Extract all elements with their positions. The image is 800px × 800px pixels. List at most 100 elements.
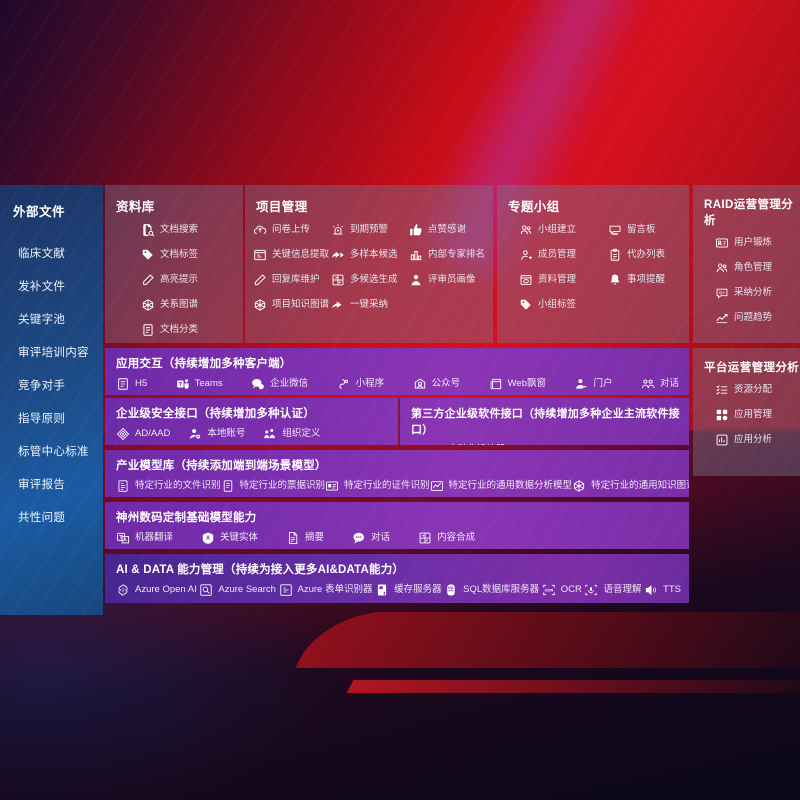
item-multi-candidate-generation[interactable]: 多候选生成	[331, 273, 409, 287]
tag-icon	[519, 298, 533, 312]
item-label: 关键实体	[220, 532, 259, 544]
item-sql-database-server[interactable]: SQL SQL数据库服务器	[444, 583, 539, 597]
reply-arrow-icon	[331, 298, 345, 312]
item-teams[interactable]: Teams	[176, 377, 223, 391]
item-internal-expert-ranking[interactable]: 内部专家排名	[409, 248, 487, 262]
item-label: 语音理解	[603, 584, 642, 596]
item-summary[interactable]: 摘要	[286, 531, 324, 545]
item-role-management[interactable]: 角色管理	[701, 261, 794, 275]
pen-icon	[253, 273, 267, 287]
item-ad-aad[interactable]: AD/AAD	[116, 427, 170, 441]
item-id-recognition[interactable]: 特定行业的证件识别	[325, 479, 430, 493]
item-material-management[interactable]: 资料管理	[505, 273, 594, 287]
sidebar-item-standards-center[interactable]: 标管中心标准	[18, 446, 89, 458]
item-org-definition[interactable]: 组织定义	[263, 427, 320, 441]
item-portal[interactable]: 门户	[574, 377, 612, 391]
svg-text:SQL: SQL	[448, 586, 455, 590]
third-party-interface-items: API自动化设计器	[400, 437, 689, 445]
item-form-recognizer[interactable]: Azure 表单识别器	[279, 583, 373, 597]
item-receipt-recognition[interactable]: 特定行业的票据识别	[221, 479, 325, 493]
web-popup-icon	[489, 377, 503, 391]
sidebar-item-competitors[interactable]: 竞争对手	[18, 380, 66, 392]
item-key-entity[interactable]: A 关键实体	[201, 531, 258, 545]
sidebar-item-review-training[interactable]: 审评培训内容	[18, 347, 89, 359]
card-resource-library: 资料库 文档搜索 文档标签 高亮提示 关系图谱 文档分类	[105, 185, 243, 343]
item-reviewer-profile[interactable]: 评审员画像	[409, 273, 487, 287]
item-resource-allocation[interactable]: 资源分配	[701, 383, 794, 397]
item-official-account[interactable]: 公众号	[413, 377, 460, 391]
item-label: 一键采纳	[349, 299, 388, 311]
sidebar-item-clinical-literature[interactable]: 临床文献	[18, 248, 66, 260]
item-highlight-hint[interactable]: 高亮提示	[113, 273, 237, 287]
item-reply-library-maintenance[interactable]: 回复库维护	[253, 273, 331, 287]
item-file-recognition[interactable]: 特定行业的文件识别	[116, 479, 221, 493]
item-member-management[interactable]: 成员管理	[505, 248, 594, 262]
item-speech-understanding[interactable]: 语音理解	[584, 583, 641, 597]
item-h5[interactable]: H5	[116, 377, 147, 391]
item-document-classification[interactable]: 文档分类	[113, 323, 237, 337]
item-label: 特定行业的证件识别	[344, 480, 430, 492]
item-user-training[interactable]: 用户锻炼	[701, 236, 794, 250]
item-document-tag[interactable]: 文档标签	[113, 248, 237, 262]
item-local-account[interactable]: 本地账号	[188, 427, 245, 441]
item-one-click-adopt[interactable]: 一键采纳	[331, 298, 409, 312]
item-label: 高亮提示	[160, 274, 199, 286]
item-key-info-extraction[interactable]: 关键信息提取	[253, 248, 331, 262]
item-ocr[interactable]: OCR OCR	[542, 583, 582, 597]
item-api-designer[interactable]: API自动化设计器	[414, 443, 505, 445]
item-tts[interactable]: TTS	[644, 583, 681, 597]
item-document-search[interactable]: 文档搜索	[113, 223, 237, 237]
security-interface-items: AD/AAD 本地账号 组织定义	[105, 421, 398, 441]
item-knowledge-graph-model[interactable]: 特定行业的通用知识图谱模型	[572, 479, 689, 493]
item-label: 资料管理	[538, 274, 577, 286]
project-management-items: 问卷上传 到期预警 点赞感谢 关键信息提取 多样本候选 内部专家排名	[245, 215, 493, 323]
form-recognizer-icon	[279, 583, 293, 597]
item-label: 对话	[371, 532, 391, 544]
item-questionnaire-upload[interactable]: 问卷上传	[253, 223, 331, 237]
sidebar-item-keyword-pool[interactable]: 关键字池	[18, 314, 66, 326]
item-multi-sample-candidate[interactable]: 多样本候选	[331, 248, 409, 262]
item-group-tag[interactable]: 小组标签	[505, 298, 594, 312]
item-adoption-analysis[interactable]: QA 采纳分析	[701, 286, 794, 300]
item-web-popup[interactable]: Web飘窗	[489, 377, 546, 391]
item-app-management[interactable]: 应用管理	[701, 408, 794, 422]
ocr-icon: OCR	[542, 583, 556, 597]
sidebar-item-review-report[interactable]: 审评报告	[18, 479, 66, 491]
item-label: Azure 表单识别器	[297, 584, 373, 596]
item-label: SQL数据库服务器	[463, 584, 540, 596]
summary-document-icon	[286, 531, 300, 545]
card-title-topic-group: 专题小组	[508, 200, 560, 214]
item-expiry-alert[interactable]: 到期预警	[331, 223, 409, 237]
item-chat[interactable]: 对话	[352, 531, 390, 545]
item-todo-list[interactable]: 代办列表	[594, 248, 683, 262]
sidebar-item-guidelines[interactable]: 指导原则	[18, 413, 66, 425]
item-azure-search[interactable]: Azure Search	[199, 583, 276, 597]
item-relation-graph[interactable]: 关系图谱	[113, 298, 237, 312]
item-like-thanks[interactable]: 点赞感谢	[409, 223, 487, 237]
item-app-analysis[interactable]: 应用分析	[701, 433, 794, 447]
trend-chart-icon	[715, 311, 729, 325]
item-label: 点赞感谢	[427, 224, 466, 236]
item-issue-trend[interactable]: 问题趋势	[701, 311, 794, 325]
item-content-synthesis[interactable]: 内容合成	[418, 531, 475, 545]
sidebar-item-common-issues[interactable]: 共性问题	[18, 512, 66, 524]
item-azure-openai[interactable]: Azure Open AI	[116, 583, 197, 597]
highlighter-pen-icon	[141, 273, 155, 287]
item-mini-program[interactable]: 小程序	[337, 377, 384, 391]
item-data-analysis-model[interactable]: 特定行业的通用数据分析模型	[430, 479, 572, 493]
item-wecom[interactable]: 企业微信	[251, 377, 308, 391]
item-group-creation[interactable]: 小组建立	[505, 223, 594, 237]
item-event-reminder[interactable]: 事项提醒	[594, 273, 683, 287]
item-label: Web飘窗	[507, 378, 546, 390]
item-dialog[interactable]: 对话	[641, 377, 679, 391]
resource-library-items: 文档搜索 文档标签 高亮提示 关系图谱 文档分类	[105, 215, 243, 343]
item-project-knowledge-graph[interactable]: 项目知识图谱	[253, 298, 331, 312]
item-label: H5	[135, 378, 148, 390]
item-message-board[interactable]: 留言板	[594, 223, 683, 237]
document-search-icon	[141, 223, 155, 237]
band-half-third-party: 第三方企业级软件接口（持续增加多种企业主流软件接口） API自动化设计器	[397, 398, 689, 445]
item-cache-server[interactable]: 缓存服务器	[375, 583, 442, 597]
bell-icon	[608, 273, 622, 287]
item-machine-translation[interactable]: 机器翻译	[116, 531, 173, 545]
sidebar-item-supplement-files[interactable]: 发补文件	[18, 281, 66, 293]
